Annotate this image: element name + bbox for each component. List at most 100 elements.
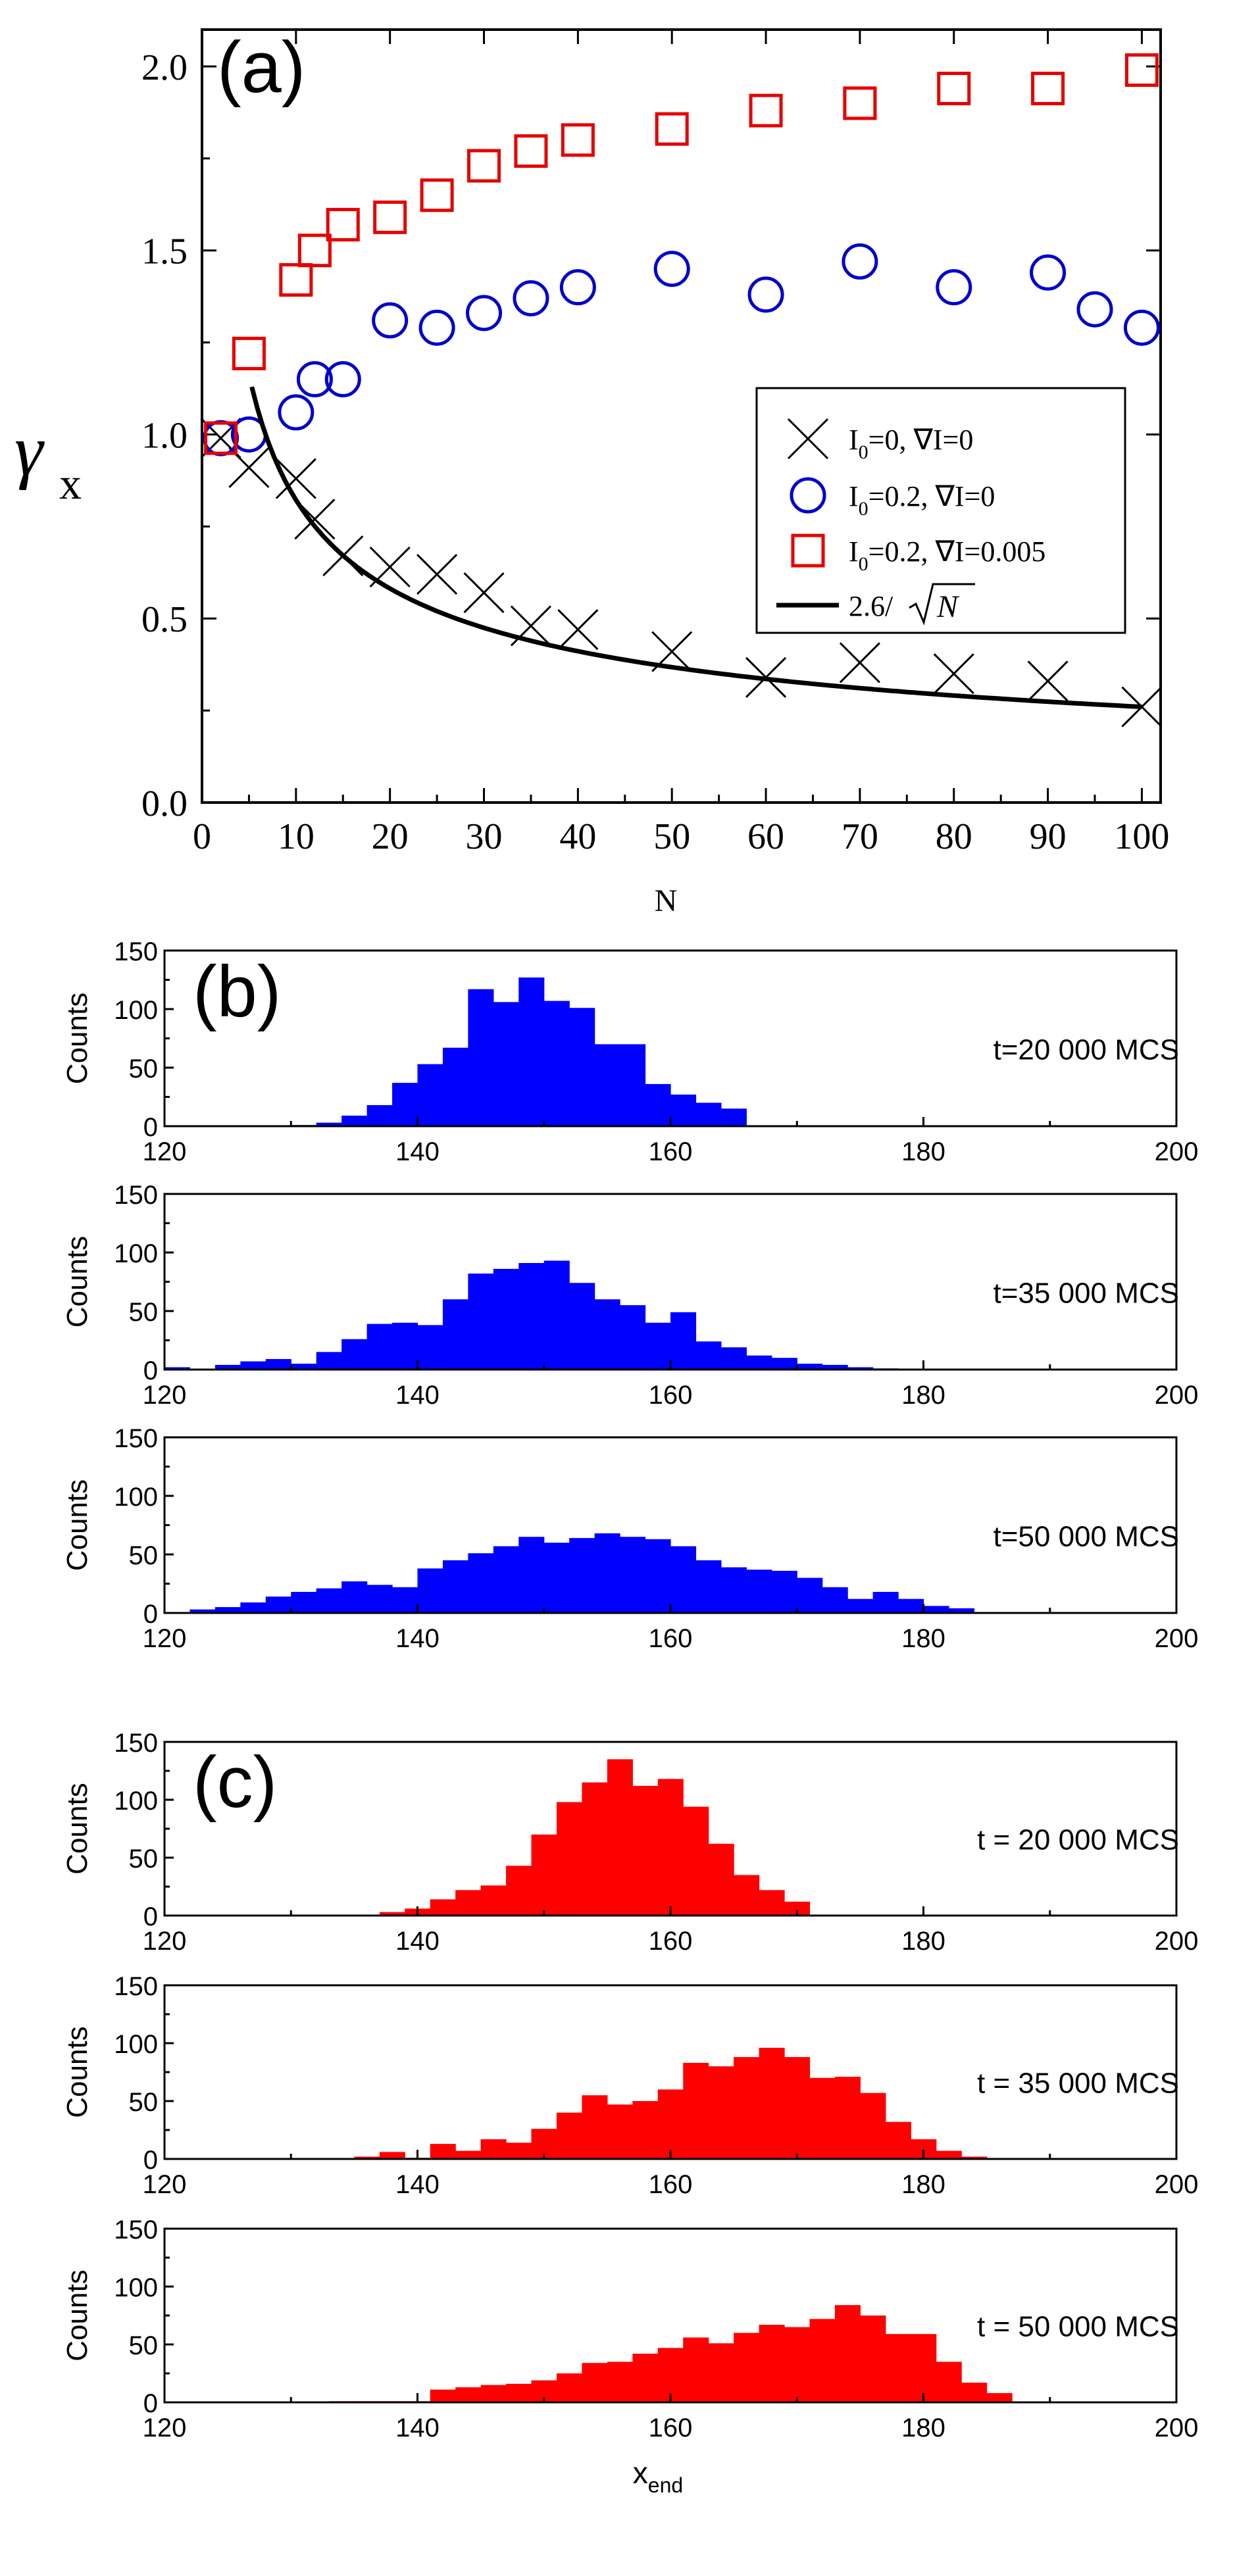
y-axis-label: Counts <box>61 2269 93 2361</box>
legend: I0=0, ∇I=0I0=0.2, ∇I=0I0=0.2, ∇I=0.0052.… <box>755 387 1126 634</box>
cross-stroke <box>839 642 880 683</box>
cross-stroke <box>557 608 599 651</box>
y-tick-label: 150 <box>114 937 158 966</box>
histogram-bar <box>493 1268 519 1370</box>
histogram-bar <box>695 1560 722 1613</box>
histogram-bar <box>695 1102 722 1126</box>
x-tick-label: 200 <box>1155 1927 1199 1956</box>
histogram-bar <box>392 1587 418 1613</box>
histogram-bar <box>670 1312 697 1370</box>
square-marker <box>561 123 595 157</box>
cross-marker <box>557 608 599 651</box>
histogram-bar <box>759 1890 785 1916</box>
x-tick-label: 140 <box>395 2414 440 2442</box>
circle-marker <box>278 394 315 431</box>
histogram-b-3: 120 140 160 180 200 0 50 100 150 Counts t=50 000 M… <box>61 1424 1198 1653</box>
cross-stroke <box>1121 686 1163 728</box>
histogram-bar <box>417 1568 443 1613</box>
time-annotation: t = 50 000 MCS <box>977 2311 1179 2343</box>
histogram-bar <box>366 1585 393 1613</box>
y-tick-label: 0.0 <box>141 783 188 824</box>
histogram-bar <box>683 2062 709 2159</box>
x-tick-label: 140 <box>395 1137 440 1166</box>
series-1 <box>203 243 1160 457</box>
histogram-bar <box>708 2343 734 2402</box>
histogram-bar <box>582 1782 608 1916</box>
panel-a: 0 10 20 30 40 50 60 70 80 90 100 0.0 0.5 1.0 1.5 2.0 (a)… <box>14 27 1169 918</box>
histogram-bar <box>518 1263 545 1370</box>
x-tick-label: 200 <box>1155 2414 1199 2442</box>
y-tick-label: 0 <box>143 1113 158 1142</box>
circle-marker <box>513 280 549 316</box>
histogram-bar <box>734 2333 760 2402</box>
legend-entry: 2.6/N <box>776 583 975 626</box>
x-tick-label: 20 <box>372 816 409 857</box>
histogram-bar <box>531 1834 557 1916</box>
histogram-bar <box>265 1597 291 1613</box>
histogram-bar <box>556 1802 583 1916</box>
histogram-c-3: 120 140 160 180 200 0 50 100 150 Counts t = 50 000… <box>61 2216 1198 2442</box>
histogram-bar <box>657 1779 684 1916</box>
legend-text: I0=0.2, ∇I=0.005 <box>849 535 1045 575</box>
histogram-bar <box>556 2112 583 2159</box>
circle-marker <box>790 477 826 514</box>
histogram-bar <box>341 1339 368 1370</box>
cross-stroke <box>787 418 829 460</box>
circle-marker <box>936 269 972 306</box>
x-tick-label: 180 <box>901 2414 945 2442</box>
cross-stroke <box>294 499 336 540</box>
histogram-bar <box>189 1609 216 1613</box>
x-tick-label: 100 <box>1114 816 1169 857</box>
square-marker <box>655 112 689 146</box>
histogram-bar <box>872 1591 899 1613</box>
y-tick-label: 50 <box>129 1054 159 1083</box>
y-tick-label: 150 <box>114 1972 158 2001</box>
y-axis-label: γ <box>14 410 45 491</box>
histogram-bar <box>316 1588 342 1613</box>
panel-label-b: (b) <box>193 951 281 1032</box>
histogram-bar <box>885 2334 911 2402</box>
x-tick-label: 160 <box>649 2414 693 2442</box>
panel-label-c: (c) <box>193 1742 277 1823</box>
histogram-bar <box>430 2144 456 2159</box>
histogram-bar <box>379 2152 405 2159</box>
histogram-bar <box>455 2387 482 2402</box>
histogram-bar <box>316 1352 342 1370</box>
x-tick-label: 30 <box>466 816 503 857</box>
x-tick-label: 200 <box>1155 2170 1199 2199</box>
panel-c: (c) 120 140 160 180 200 0 50 100 150 Counts t = 20 … <box>61 1729 1198 2497</box>
cross-marker <box>1121 686 1163 728</box>
histogram-bar <box>746 1570 772 1613</box>
histogram-bar <box>392 1083 418 1126</box>
y-tick-label: 100 <box>114 1483 158 1512</box>
y-axis-label: Counts <box>61 1236 93 1327</box>
plot-frame <box>201 28 1162 804</box>
x-tick-label: 120 <box>143 1137 187 1166</box>
histogram-bar <box>341 1581 368 1613</box>
square-marker <box>326 208 360 242</box>
time-annotation: t = 20 000 MCS <box>977 1824 1179 1856</box>
histogram-bar <box>860 2093 886 2159</box>
histogram-bar <box>720 1347 747 1370</box>
x-tick-label: 120 <box>143 2170 187 2199</box>
histogram-bar <box>442 1299 468 1370</box>
histogram-bar <box>632 1785 659 1916</box>
square-marker <box>749 93 783 128</box>
histogram-bar <box>809 2319 836 2402</box>
legend-text-part: =0, ∇I=0 <box>868 424 974 456</box>
series-2 <box>204 53 1159 455</box>
legend-entry: I0=0, ∇I=0 <box>787 418 974 463</box>
histogram-bar <box>291 1591 317 1613</box>
x-axis-label: N <box>655 883 678 918</box>
histogram-bar <box>607 1759 633 1916</box>
legend-text-part: N <box>936 589 960 624</box>
circle-marker <box>466 295 503 332</box>
histogram-bar <box>493 1546 519 1613</box>
legend-text-part: =0.2, ∇I=0 <box>868 480 995 512</box>
histogram-bar <box>822 1364 848 1370</box>
histogram-bar <box>442 1047 468 1126</box>
histogram-bar <box>746 1355 772 1370</box>
cross-marker <box>787 418 829 460</box>
legend-text-part: =0.2, ∇I=0.005 <box>868 535 1046 568</box>
y-axis-label: Counts <box>61 1479 93 1571</box>
